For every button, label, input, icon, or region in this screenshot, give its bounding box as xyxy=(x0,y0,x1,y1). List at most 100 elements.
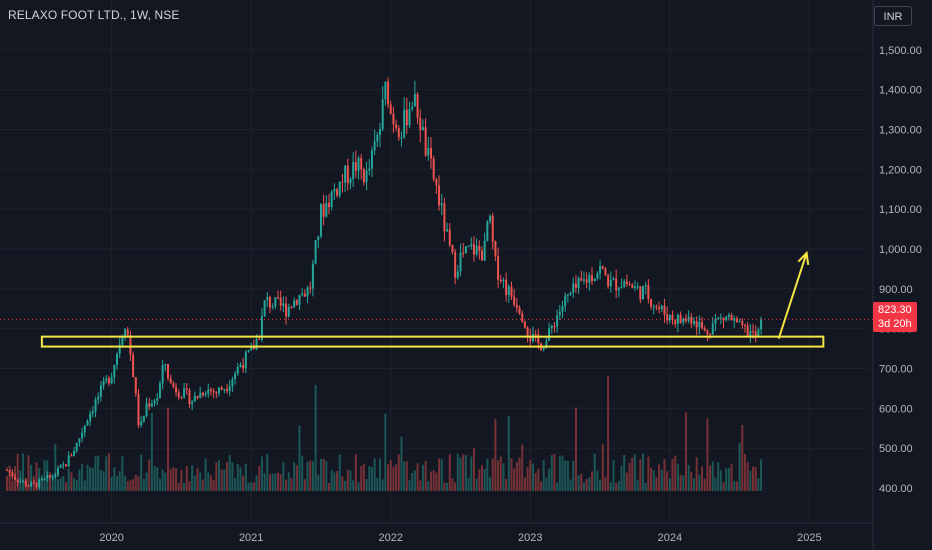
candle-body xyxy=(521,313,524,322)
volume-bar xyxy=(454,482,457,491)
volume-bar xyxy=(725,468,728,491)
last-price-badge: 823.30 3d 20h xyxy=(873,302,917,332)
volume-bar xyxy=(226,461,229,491)
volume-bar xyxy=(236,464,239,491)
volume-bar xyxy=(319,459,322,491)
candle-body xyxy=(556,315,559,327)
volume-bar xyxy=(424,460,427,491)
candle-body xyxy=(91,411,94,414)
candle-body xyxy=(322,204,325,217)
candle-body xyxy=(175,386,178,393)
volume-bar xyxy=(239,467,242,491)
candle-body xyxy=(287,306,290,317)
support-zone-rectangle xyxy=(40,335,825,348)
volume-bar xyxy=(287,472,290,491)
volume-bar xyxy=(671,458,674,491)
candle-body xyxy=(633,286,636,289)
candle-body xyxy=(596,273,599,279)
candle-body xyxy=(266,297,269,301)
volume-bar xyxy=(440,458,443,491)
volume-bar xyxy=(617,481,620,491)
candle-body xyxy=(499,279,502,282)
volume-bar xyxy=(217,460,220,491)
volume-bar xyxy=(279,474,282,491)
candle-body xyxy=(717,317,720,320)
volume-bar xyxy=(537,468,540,491)
candle-body xyxy=(129,335,132,355)
volume-bar xyxy=(749,470,752,491)
y-tick-label: 1,300.00 xyxy=(879,125,922,137)
currency-button[interactable]: INR xyxy=(874,6,912,26)
candle-body xyxy=(451,245,454,253)
candle-body xyxy=(118,344,121,354)
candle-body xyxy=(687,316,690,321)
volume-bar xyxy=(470,456,473,491)
volume-bar xyxy=(107,453,110,491)
volume-bar xyxy=(260,456,263,491)
candle-body xyxy=(204,393,207,396)
volume-bar xyxy=(639,459,642,491)
volume-bar xyxy=(43,460,46,491)
candle-body xyxy=(357,157,360,171)
candle-body xyxy=(317,236,320,241)
volume-bar xyxy=(191,465,194,491)
trend-arrow-line xyxy=(777,252,808,339)
volume-bar xyxy=(290,477,293,491)
volume-bar xyxy=(113,467,116,491)
volume-bar xyxy=(427,480,430,491)
volume-bar xyxy=(596,470,599,491)
time-axis[interactable]: 2020 2021 2022 2023 2024 2025 xyxy=(99,532,821,544)
volume-bar xyxy=(89,467,92,491)
volume-bar xyxy=(448,454,451,491)
volume-bar xyxy=(172,467,175,491)
candle-body xyxy=(446,229,449,232)
volume-bar xyxy=(338,454,341,491)
candle-body xyxy=(701,321,704,329)
volume-bar xyxy=(266,453,269,491)
volume-bar xyxy=(150,412,153,491)
candle-body xyxy=(185,388,188,391)
candle-body xyxy=(35,482,38,488)
candle-body xyxy=(542,347,545,350)
volume-bar xyxy=(346,470,349,491)
candle-body xyxy=(534,334,537,336)
volume-bar xyxy=(121,456,124,491)
x-tick-label: 2020 xyxy=(99,532,123,544)
volume-bar xyxy=(223,469,226,491)
volume-bar xyxy=(201,479,204,491)
candle-body xyxy=(698,321,701,328)
candle-body xyxy=(124,329,127,338)
volume-bar xyxy=(682,475,685,491)
volume-bar xyxy=(540,481,543,491)
volume-bar xyxy=(462,454,465,491)
volume-bar xyxy=(607,375,610,491)
volume-bar xyxy=(499,456,502,491)
volume-bar xyxy=(754,467,757,491)
volume-bar xyxy=(325,461,328,491)
candle-body xyxy=(196,395,199,398)
volume-bar xyxy=(368,466,371,491)
candle-body xyxy=(754,331,757,338)
annotations xyxy=(0,250,873,348)
volume-bar xyxy=(703,478,706,491)
volume-bar xyxy=(684,412,687,491)
candle-body xyxy=(105,378,108,381)
volume-bar xyxy=(446,482,449,491)
candle-body xyxy=(746,325,749,337)
candle-body xyxy=(24,480,27,486)
candle-body xyxy=(51,477,54,479)
symbol-title[interactable]: RELAXO FOOT LTD., 1W, NSE xyxy=(8,8,180,22)
candle-body xyxy=(56,468,59,476)
candle-body xyxy=(228,386,231,392)
volume-bar xyxy=(489,476,492,491)
volume-bar xyxy=(330,470,333,491)
candle-body xyxy=(505,279,508,295)
volume-bar xyxy=(526,467,529,491)
candle-body xyxy=(674,320,677,325)
volume-bar xyxy=(196,468,199,491)
candle-body xyxy=(658,307,661,310)
x-tick-label: 2023 xyxy=(518,532,542,544)
candle-body xyxy=(330,191,333,208)
candle-body xyxy=(239,364,242,368)
